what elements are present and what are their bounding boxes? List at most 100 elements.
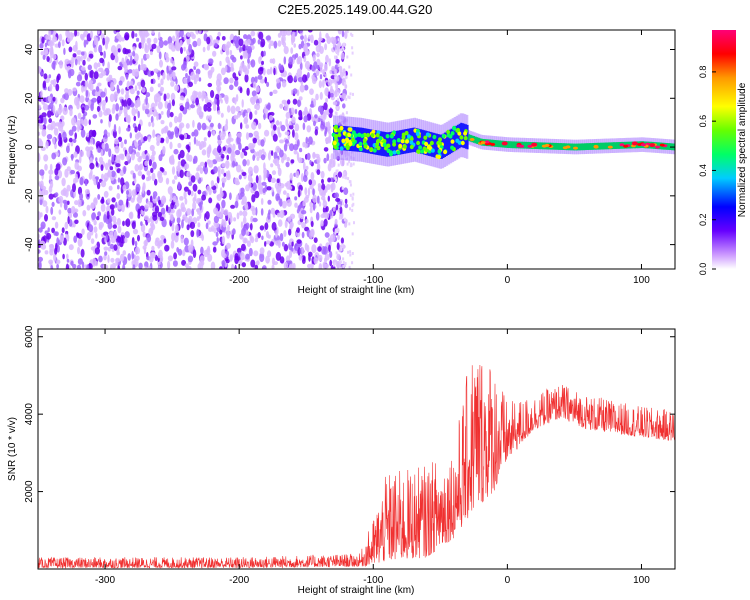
heatmap-signal-cell — [351, 130, 356, 135]
heatmap-noise-cell — [212, 246, 217, 253]
heatmap-noise-cell — [214, 42, 218, 48]
heatmap-noise-cell — [98, 255, 103, 263]
heatmap-noise-cell — [143, 136, 148, 142]
heatmap-noise-cell — [244, 146, 249, 151]
heatmap-noise-cell — [240, 55, 243, 60]
heatmap-signal-cell — [426, 144, 431, 150]
heatmap-noise-cell — [324, 232, 330, 238]
heatmap-noise-cell — [264, 241, 267, 247]
heatmap-noise-cell — [307, 30, 313, 33]
heatmap-peak-cell — [631, 141, 638, 146]
heatmap-noise-cell — [344, 264, 347, 268]
heatmap-noise-cell — [103, 50, 106, 59]
heatmap-noise-cell — [280, 30, 286, 37]
heatmap-signal-cell — [430, 148, 435, 153]
heatmap-noise-cell — [122, 250, 127, 256]
heatmap-noise-cell — [117, 177, 121, 183]
heatmap-noise-cell — [206, 45, 210, 51]
heatmap-noise-cell — [104, 142, 109, 152]
heatmap-noise-cell — [179, 30, 184, 38]
heatmap-signal-core — [344, 126, 347, 151]
heatmap-noise-cell — [79, 95, 85, 103]
heatmap-noise-cell — [352, 92, 354, 96]
heatmap-noise-cell — [216, 237, 219, 244]
heatmap-noise-cell — [40, 212, 43, 218]
heatmap-noise-cell — [103, 129, 108, 136]
heatmap-noise-cell — [298, 254, 303, 261]
heatmap-noise-cell — [294, 202, 298, 208]
heatmap-noise-cell — [212, 159, 218, 165]
heatmap-noise-cell — [338, 205, 341, 208]
heatmap-noise-cell — [120, 141, 124, 149]
heatmap-noise-cell — [275, 120, 280, 126]
heatmap-noise-cell — [233, 217, 237, 222]
heatmap-noise-cell — [313, 98, 317, 107]
heatmap-signal-cell — [385, 134, 390, 139]
heatmap-noise-cell — [198, 106, 202, 111]
heatmap-noise-cell — [127, 253, 131, 261]
heatmap-noise-cell — [133, 115, 137, 122]
heatmap-noise-cell — [79, 33, 84, 40]
heatmap-noise-cell — [191, 131, 195, 137]
heatmap-noise-cell — [93, 219, 97, 226]
heatmap-noise-cell — [351, 232, 354, 236]
heatmap-signal-core — [461, 123, 464, 148]
heatmap-noise-cell — [244, 201, 249, 209]
heatmap-noise-cell — [161, 195, 167, 205]
heatmap-noise-cell — [239, 65, 243, 75]
heatmap-noise-cell — [84, 188, 90, 195]
heatmap-noise-cell — [80, 66, 86, 71]
heatmap-noise-cell — [322, 69, 326, 76]
heatmap-noise-cell — [223, 77, 229, 85]
heatmap-signal-core — [617, 142, 620, 149]
heatmap-noise-cell — [208, 115, 212, 121]
heatmap-noise-cell — [221, 177, 227, 183]
heatmap-noise-cell — [172, 260, 178, 267]
heatmap-noise-cell — [271, 187, 274, 193]
heatmap-noise-cell — [292, 129, 295, 138]
heatmap-noise-cell — [310, 220, 314, 228]
heatmap-noise-cell — [40, 221, 46, 230]
heatmap-noise-cell — [273, 151, 278, 161]
heatmap-noise-cell — [67, 69, 72, 79]
heatmap-noise-cell — [254, 190, 260, 199]
heatmap-noise-cell — [61, 177, 66, 187]
heatmap-noise-cell — [207, 70, 213, 76]
x-tick-label: -200 — [229, 275, 249, 286]
heatmap-noise-cell — [216, 212, 222, 218]
heatmap-noise-cell — [235, 94, 239, 102]
heatmap-noise-cell — [134, 164, 140, 172]
heatmap-noise-cell — [62, 106, 68, 116]
x-tick-label: -300 — [95, 575, 115, 586]
heatmap-signal-core — [553, 142, 556, 150]
heatmap-noise-cell — [166, 73, 170, 81]
heatmap-noise-cell — [159, 59, 163, 68]
heatmap-noise-cell — [299, 147, 303, 153]
heatmap-noise-cell — [38, 261, 42, 269]
heatmap-signal-core — [494, 140, 496, 147]
heatmap-signal-core — [614, 142, 617, 149]
heatmap-noise-cell — [221, 235, 226, 245]
heatmap-noise-cell — [258, 174, 262, 183]
heatmap-signal-cell — [480, 141, 486, 145]
heatmap-noise-cell — [43, 73, 48, 80]
heatmap-noise-cell — [184, 198, 188, 205]
heatmap-noise-cell — [72, 183, 76, 193]
heatmap-noise-cell — [129, 80, 134, 88]
colorbar-gradient — [712, 30, 736, 269]
heatmap-noise-cell — [42, 54, 46, 60]
heatmap-noise-cell — [240, 187, 245, 194]
heatmap-noise-cell — [128, 69, 133, 74]
heatmap-signal-cell — [452, 125, 457, 131]
heatmap-noise-cell — [93, 62, 99, 70]
heatmap-noise-cell — [141, 174, 146, 180]
heatmap-noise-cell — [149, 51, 153, 56]
heatmap-noise-cell — [273, 124, 277, 131]
heatmap-signal-cell — [446, 133, 451, 138]
heatmap-noise-cell — [217, 31, 221, 37]
heatmap-noise-cell — [97, 194, 101, 200]
heatmap-noise-cell — [166, 109, 171, 118]
heatmap-noise-cell — [307, 263, 312, 269]
heatmap-noise-cell — [259, 247, 265, 255]
heatmap-noise-cell — [87, 82, 92, 90]
